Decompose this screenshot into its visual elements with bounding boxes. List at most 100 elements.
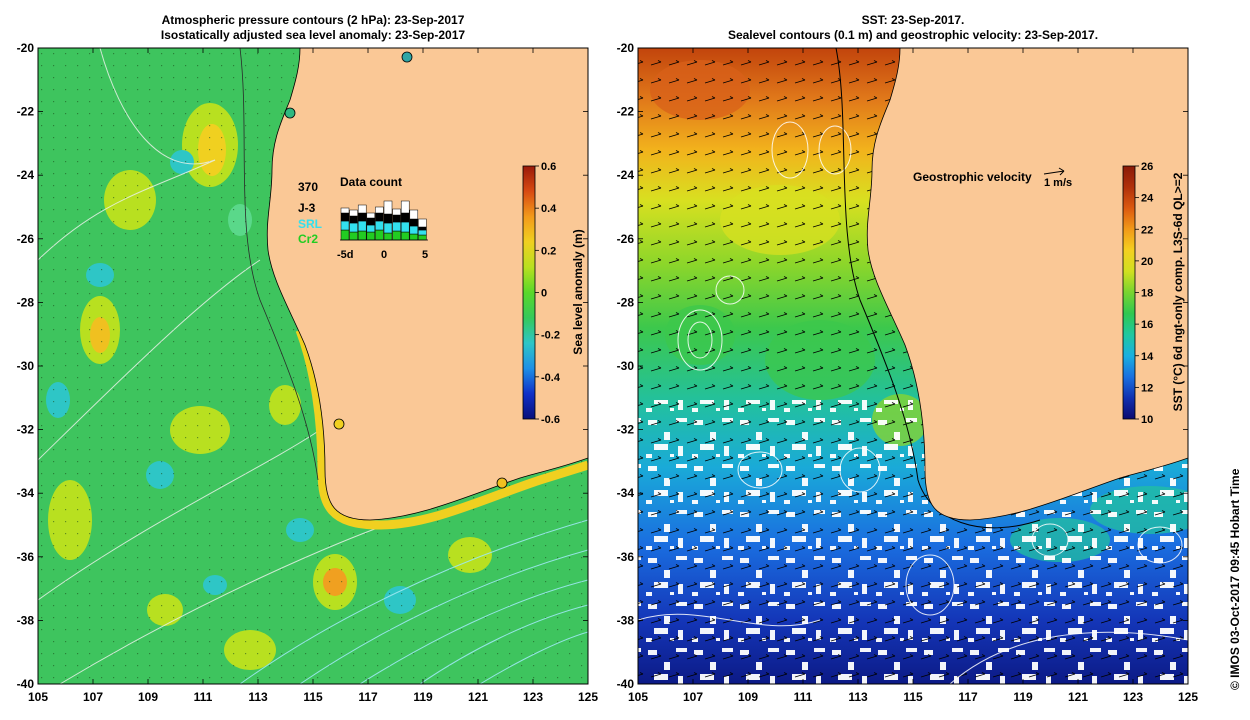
latitude-tick-label: -30 [617,359,635,373]
sla-colorbar-tick-label: 0.4 [541,203,557,215]
shelf-contour [239,48,319,481]
sla-colorbar: 0.6 0.4 0.2 0 -0.2 -0.4 -0.6 Sea level anomaly… [522,161,585,426]
inset-bar-segment [392,214,401,223]
inset-tick-0: 0 [381,249,387,261]
tide-gauge-marker[interactable] [401,51,413,63]
sla-colorbar-tick-label: 0.2 [541,245,556,257]
latitude-tick-label: -22 [617,105,635,119]
mission-label-j3: J-3 [298,201,316,215]
tide-gauge-marker[interactable] [496,477,508,489]
latitude-tick-label: -22 [17,105,35,119]
right-map-title: SST: 23-Sep-2017. Sealevel contours (0.1… [638,13,1188,43]
longitude-tick-label: 121 [1068,690,1088,704]
inset-bar-segment [400,231,410,241]
latitude-tick-label: -28 [17,295,35,309]
inset-bar-segment [340,229,350,241]
left-title-line1: Atmospheric pressure contours (2 hPa): 2… [161,13,465,27]
latitude-tick-label: -26 [17,232,35,246]
current-streamline [835,48,1041,529]
inset-bar-segment [383,200,393,215]
longitude-tick-label: 117 [358,690,378,704]
mission-label-cr2: Cr2 [298,232,318,246]
sst-colorbar-tick-label: 18 [1141,288,1153,300]
inset-bar-segment [400,200,410,214]
longitude-tick-label: 111 [194,690,213,704]
sla-colorbar-ramp [522,165,536,420]
sst-colorbar-tick-label: 26 [1141,161,1153,173]
tide-gauge-markers [284,51,508,489]
left-map-title: Atmospheric pressure contours (2 hPa): 2… [38,13,588,43]
inset-bar-segment [366,212,376,219]
inset-bar-segment [375,206,384,214]
longitude-tick-label: 113 [248,690,268,704]
pressure-contours [38,48,401,684]
latitude-tick-label: -32 [617,423,635,437]
sst-colorbar: 26 24 22 20 18 16 14 12 10 SST (°C) 6d ngt-only … [1122,161,1185,426]
longitude-tick-label: 117 [958,690,978,704]
inset-bar-segment [418,226,427,231]
sla-colorbar-tick-label: -0.2 [541,330,560,342]
latitude-tick-label: -34 [17,486,35,500]
inset-bar-segment [409,218,419,227]
latitude-tick-label: -30 [17,359,35,373]
inset-bar-segment [400,212,410,223]
latitude-tick-label: -28 [617,295,635,309]
coastal-high-band [295,328,588,530]
longitude-tick-label: 111 [794,690,813,704]
inset-bar-segment [418,229,427,236]
right-title-line2: Sealevel contours (0.1 m) and geostrophi… [727,28,1099,42]
inset-bar-segment [400,221,410,233]
longitude-tick-label: 125 [578,690,598,704]
inset-bar-segment [357,220,367,232]
inset-bar-segment [418,218,427,228]
inset-bar-segment [357,212,367,222]
latitude-tick-label: -20 [617,41,635,55]
sealevel-contours [638,121,1188,684]
longitude-tick-label: 109 [138,690,158,704]
right-australia-land [866,48,1188,521]
sst-colorbar-tick-label: 24 [1141,193,1154,205]
inset-bar-segment [409,233,419,241]
velocity-legend-label: Geostrophic velocity [913,170,1032,184]
longitude-tick-label: 105 [28,690,48,704]
sla-colorbar-tick-label: -0.4 [541,372,561,384]
right-map-axes: 105 107 109 111 113 115 117 119 121 123 125 -20 -22 -… [617,41,1199,704]
sst-colorbar-tick-label: 20 [1141,256,1153,268]
inset-bar-segment [392,221,401,232]
latitude-tick-label: -32 [17,423,35,437]
inset-title: Data count [340,175,402,189]
sst-colorbar-ramp [1122,165,1136,420]
longitude-tick-label: 125 [1178,690,1198,704]
inset-bar-segment [340,207,350,214]
sla-colorbar-tick-label: -0.6 [541,414,560,426]
latitude-tick-label: -34 [617,486,635,500]
inset-bar-segment [383,222,393,234]
latitude-tick-label: -24 [617,168,635,182]
inset-bar-segment [349,215,358,224]
tide-gauge-marker[interactable] [284,107,296,119]
inset-bar-segment [383,232,393,241]
inset-bar-segment [375,229,384,241]
inset-bar-segment [383,213,393,224]
sla-colorbar-tick-label: 0 [541,288,547,300]
inset-bar-segment [340,220,350,231]
left-map-axes: 105 107 109 111 113 115 117 119 121 123 125 -20 -22 -… [17,41,599,704]
left-sea-level-map [38,48,588,684]
longitude-tick-label: 113 [848,690,868,704]
tide-gauge-marker[interactable] [333,418,345,430]
sst-colorbar-tick-label: 12 [1141,382,1153,394]
sst-colorbar-tick-label: 10 [1141,414,1153,426]
inset-bar-segment [418,234,427,241]
sst-colorbar-tick-label: 16 [1141,319,1153,331]
inset-tick-5: 5 [422,249,428,261]
inset-bar-segment [357,230,367,241]
velocity-scale-arrow [1043,170,1065,175]
pressure-contours-south [239,519,588,684]
longitude-tick-label: 123 [1123,690,1143,704]
left-title-line2: Isostatically adjusted sea level anomaly… [160,28,466,42]
sla-colorbar-label: Sea level anomaly (m) [571,229,585,354]
right-sst-map [638,48,1188,684]
sst-colorbar-tick-label: 14 [1141,351,1154,363]
inset-tick-minus5: -5d [337,249,354,261]
